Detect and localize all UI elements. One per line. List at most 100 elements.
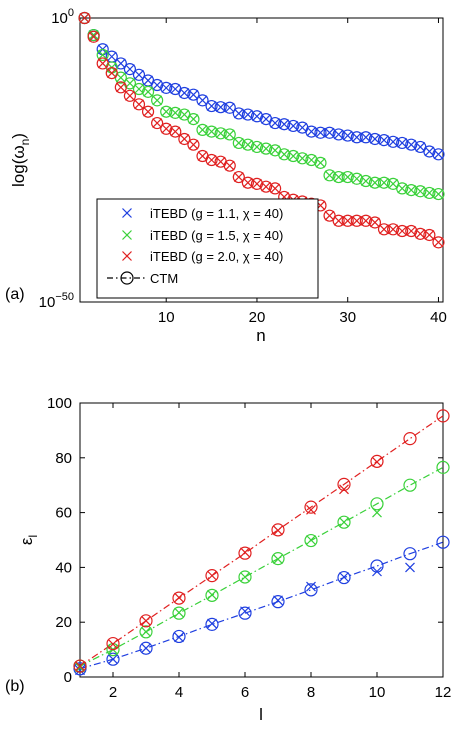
itebd-point xyxy=(406,185,417,196)
x-marker-stroke xyxy=(342,215,353,226)
ctm-point xyxy=(205,99,218,113)
ctm-point xyxy=(370,454,384,468)
ctm-point xyxy=(241,138,254,151)
x-marker-stroke xyxy=(215,156,226,167)
itebd-point xyxy=(197,151,208,161)
itebd-point xyxy=(188,89,199,100)
chart-panel-b: 0 20 40 60 80 100 2 4 6 8 10 12 l εl (b) xyxy=(5,395,451,724)
x-marker-stroke xyxy=(315,127,326,138)
itebd-point xyxy=(161,106,172,117)
x-marker-stroke xyxy=(79,13,90,23)
x-tick-label: 4 xyxy=(175,684,183,701)
x-marker-stroke xyxy=(415,228,426,239)
ctm-point xyxy=(368,132,382,146)
x-marker-stroke xyxy=(161,82,172,93)
legend-x-marker xyxy=(122,230,132,240)
x-marker-stroke xyxy=(405,562,415,573)
ctm-point xyxy=(304,583,318,597)
itebd-point xyxy=(215,156,226,167)
itebd-point xyxy=(224,129,235,140)
itebd-point xyxy=(270,145,281,156)
itebd-point xyxy=(115,82,126,93)
ctm-point xyxy=(96,57,109,70)
itebd-point xyxy=(124,64,135,75)
ctm-point xyxy=(205,569,219,583)
x-marker-stroke xyxy=(339,517,349,528)
x-marker-stroke xyxy=(388,178,399,189)
legend-item-g15: iTEBD (g = 1.5, χ = 40) xyxy=(122,228,283,243)
x-tick-label: 20 xyxy=(249,309,266,326)
itebd-point xyxy=(415,228,426,239)
ctm-point xyxy=(259,142,273,155)
x-marker-stroke xyxy=(75,665,85,676)
itebd-point xyxy=(306,535,316,545)
ctm-point xyxy=(341,129,354,142)
x-tick-labels: 10 20 30 40 xyxy=(158,309,447,326)
itebd-point xyxy=(224,160,235,171)
ctm-point xyxy=(151,116,164,130)
legend-marker xyxy=(107,271,146,285)
x-marker-stroke xyxy=(207,618,217,629)
ctm-point xyxy=(139,641,153,655)
ctm-point xyxy=(296,152,309,165)
legend-box xyxy=(96,198,319,299)
legend-circle-marker xyxy=(120,271,134,285)
x-marker-stroke xyxy=(324,127,335,138)
itebd-point xyxy=(324,210,335,221)
x-marker-stroke xyxy=(233,138,244,148)
x-marker-stroke xyxy=(370,217,380,228)
itebd-point xyxy=(261,114,271,125)
ctm-point xyxy=(132,68,146,81)
itebd-point xyxy=(333,172,344,182)
itebd-point xyxy=(197,124,208,135)
ctm-point xyxy=(377,223,391,236)
ctm-point xyxy=(139,625,153,639)
itebd-point xyxy=(360,176,371,186)
x-marker-stroke xyxy=(97,49,108,60)
ctm-point xyxy=(178,132,191,146)
itebd-point xyxy=(75,661,85,671)
itebd-point xyxy=(297,153,308,164)
itebd-point xyxy=(188,139,199,150)
x-marker-stroke xyxy=(108,654,118,665)
x-marker-stroke xyxy=(372,456,382,467)
ctm-point xyxy=(87,30,100,43)
itebd-point xyxy=(215,128,226,139)
itebd-point xyxy=(388,136,399,147)
legend-marker xyxy=(122,208,132,218)
x-tick-label: 8 xyxy=(307,684,315,701)
ctm-point xyxy=(78,11,91,25)
itebd-point xyxy=(351,215,362,226)
ctm-point xyxy=(178,86,191,100)
ctm-point xyxy=(241,108,254,121)
itebd-point xyxy=(351,173,362,184)
x-marker-stroke xyxy=(124,90,135,101)
x-tick-label: 2 xyxy=(109,684,117,701)
itebd-point xyxy=(106,68,117,79)
itebd-point xyxy=(75,662,85,673)
itebd-point xyxy=(261,181,271,192)
legend-item-ctm: CTM xyxy=(107,271,178,286)
itebd-point xyxy=(242,109,253,120)
itebd-point xyxy=(88,31,99,42)
x-marker-stroke xyxy=(206,101,217,111)
x-marker-stroke xyxy=(141,615,151,626)
itebd-point xyxy=(424,230,435,240)
ctm-point xyxy=(432,187,445,201)
itebd-point xyxy=(270,118,281,129)
x-marker-stroke xyxy=(152,80,163,90)
itebd-point xyxy=(397,183,408,194)
x-marker-stroke xyxy=(273,525,283,536)
axis-ticks xyxy=(80,402,444,678)
ctm-point xyxy=(323,126,336,139)
x-marker-stroke xyxy=(252,178,262,189)
ctm-point xyxy=(187,88,200,101)
legend-item-g20: iTEBD (g = 2.0, χ = 40) xyxy=(122,249,283,264)
itebd-point xyxy=(372,456,382,467)
x-marker-stroke xyxy=(351,173,362,184)
x-marker-stroke xyxy=(279,149,290,160)
legend-marker xyxy=(122,251,132,261)
ctm-point xyxy=(169,125,182,138)
x-marker-stroke xyxy=(97,58,108,69)
ctm-point xyxy=(238,606,252,620)
